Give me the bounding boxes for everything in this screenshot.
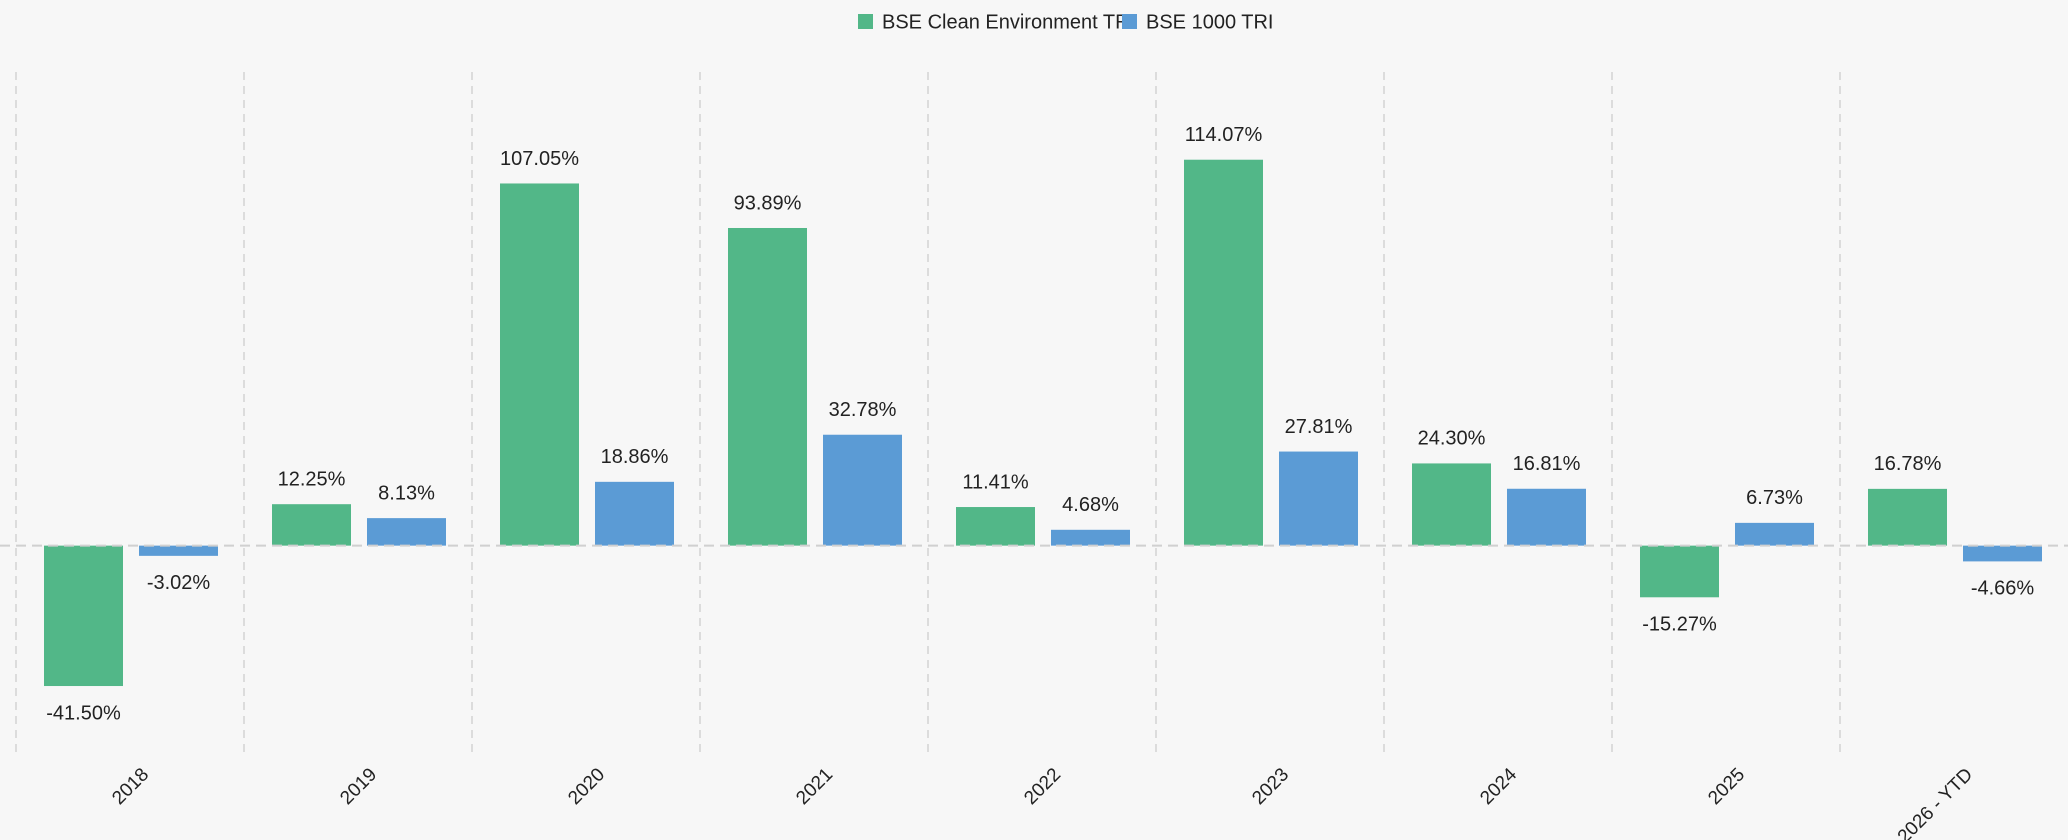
x-tick-label: 2025 (1704, 764, 1749, 809)
bar (367, 518, 446, 546)
x-tick-label: 2021 (792, 764, 837, 809)
data-label: 114.07% (1185, 124, 1263, 146)
x-tick-label: 2018 (108, 764, 153, 809)
x-tick-label: 2020 (564, 764, 609, 809)
bar (500, 183, 579, 546)
bar (1279, 451, 1358, 546)
bar (728, 227, 807, 546)
legend: BSE Clean Environment TRI BSE 1000 TRI (858, 11, 1273, 33)
data-label: 93.89% (734, 192, 802, 214)
data-label: 16.81% (1513, 453, 1581, 475)
data-label: 32.78% (829, 399, 897, 421)
data-label: -4.66% (1971, 578, 2035, 600)
data-label: 4.68% (1062, 494, 1119, 516)
data-label: -41.50% (46, 702, 121, 724)
data-label: 107.05% (500, 148, 579, 170)
bar (1184, 159, 1263, 546)
bar (1412, 463, 1491, 546)
legend-swatch (1122, 14, 1137, 29)
legend-swatch (858, 14, 873, 29)
x-tick-label: 2022 (1020, 764, 1065, 809)
bar (1507, 488, 1586, 546)
data-label: 8.13% (378, 482, 435, 504)
bar (956, 507, 1035, 546)
data-label: 27.81% (1285, 416, 1353, 438)
legend-label: BSE 1000 TRI (1146, 11, 1273, 33)
bar (1051, 529, 1130, 546)
bar (139, 545, 218, 556)
bar (1735, 522, 1814, 546)
bar (1640, 545, 1719, 598)
data-label: 11.41% (962, 471, 1029, 493)
x-tick-label: 2026 - YTD (1894, 764, 1977, 840)
bar (272, 504, 351, 546)
x-tick-label: 2019 (336, 764, 381, 809)
bar (44, 545, 123, 687)
data-label: 18.86% (601, 446, 669, 468)
data-label: 12.25% (278, 468, 346, 490)
data-label: -3.02% (147, 572, 211, 594)
bar (1868, 488, 1947, 546)
bar (823, 434, 902, 546)
legend-label: BSE Clean Environment TRI (882, 11, 1135, 33)
x-tick-label: 2024 (1476, 764, 1521, 809)
data-label: 6.73% (1746, 487, 1803, 509)
data-label: 24.30% (1418, 428, 1486, 450)
bar (595, 481, 674, 546)
bar (1963, 545, 2042, 562)
x-tick-label: 2023 (1248, 764, 1293, 809)
data-label: 16.78% (1874, 453, 1942, 475)
data-label: -15.27% (1642, 614, 1717, 636)
